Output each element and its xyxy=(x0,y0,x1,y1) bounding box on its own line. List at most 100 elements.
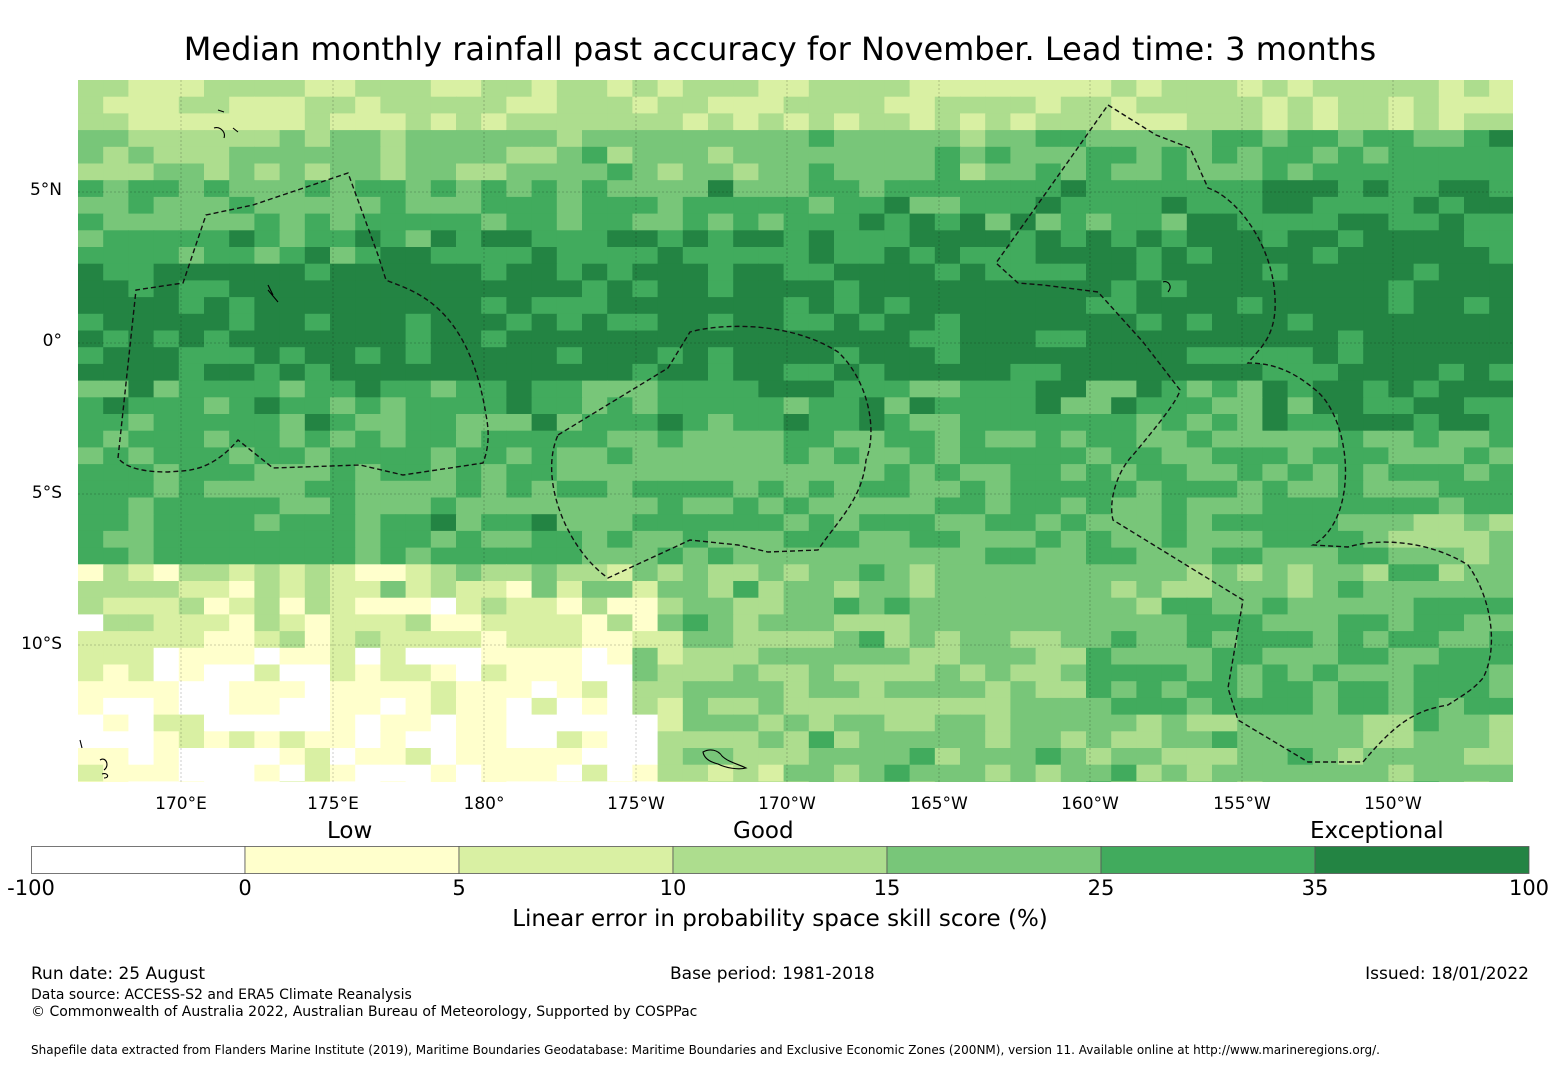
grid-cell xyxy=(1060,130,1087,148)
grid-cell xyxy=(506,614,533,632)
grid-cell xyxy=(330,714,356,732)
grid-cell xyxy=(78,430,104,448)
grid-cell xyxy=(1237,180,1263,198)
grid-cell xyxy=(405,263,432,281)
grid-cell xyxy=(78,363,104,382)
grid-cell xyxy=(481,647,507,666)
grid-cell xyxy=(934,681,961,699)
grid-cell xyxy=(1186,363,1213,382)
grid-cell xyxy=(985,196,1011,215)
grid-cell xyxy=(657,130,684,148)
grid-cell xyxy=(682,464,709,482)
grid-cell xyxy=(834,530,860,549)
grid-cell xyxy=(456,447,482,465)
grid-cell xyxy=(909,497,936,515)
grid-cell xyxy=(506,146,533,165)
grid-cell xyxy=(531,397,558,415)
grid-cell xyxy=(254,280,281,298)
grid-cell xyxy=(103,497,129,515)
grid-cell xyxy=(556,330,583,348)
grid-cell xyxy=(909,80,936,98)
grid-cell xyxy=(506,130,533,148)
grid-cell xyxy=(1186,681,1213,699)
grid-cell xyxy=(1010,480,1037,499)
grid-cell xyxy=(229,497,255,515)
grid-cell xyxy=(733,180,759,198)
grid-cell xyxy=(1388,781,1415,782)
grid-cell xyxy=(229,781,255,782)
grid-cell xyxy=(1035,230,1062,248)
grid-cell xyxy=(1086,180,1112,198)
grid-cell xyxy=(330,664,356,682)
grid-cell xyxy=(1060,180,1087,198)
grid-cell xyxy=(456,631,482,649)
grid-cell xyxy=(1111,731,1137,749)
grid-cell xyxy=(607,430,633,448)
grid-cell xyxy=(355,497,381,515)
colorbar-tick-15: 15 xyxy=(873,876,901,900)
grid-cell xyxy=(1287,347,1314,365)
grid-cell xyxy=(304,497,331,515)
grid-cell xyxy=(909,764,936,782)
grid-cell xyxy=(582,631,608,649)
grid-cell xyxy=(153,397,180,415)
grid-cell xyxy=(682,397,709,415)
grid-cell xyxy=(985,80,1011,98)
grid-cell xyxy=(380,714,407,732)
grid-cell xyxy=(909,180,936,198)
grid-cell xyxy=(103,363,129,382)
grid-cell xyxy=(330,764,356,782)
grid-cell xyxy=(1060,330,1087,348)
grid-cell xyxy=(582,647,608,666)
grid-cell xyxy=(934,781,961,782)
grid-cell xyxy=(859,430,885,448)
grid-cell xyxy=(909,397,936,415)
grid-cell xyxy=(506,697,533,716)
grid-cell xyxy=(1413,330,1440,348)
grid-cell xyxy=(506,263,533,281)
grid-cell xyxy=(456,146,482,165)
grid-cell xyxy=(607,731,633,749)
grid-cell xyxy=(1464,748,1490,766)
grid-cell xyxy=(279,163,306,181)
grid-cell xyxy=(1237,564,1263,582)
grid-cell xyxy=(859,363,885,382)
grid-cell xyxy=(582,263,608,281)
grid-cell xyxy=(153,581,180,599)
grid-cell xyxy=(834,731,860,749)
grid-cell xyxy=(985,430,1011,448)
grid-cell xyxy=(405,180,432,198)
grid-cell xyxy=(708,113,734,131)
grid-cell xyxy=(1338,697,1364,716)
grid-cell xyxy=(1060,297,1087,315)
grid-cell xyxy=(481,514,507,532)
grid-cell xyxy=(682,647,709,666)
grid-cell xyxy=(103,597,129,615)
grid-cell xyxy=(783,196,810,215)
grid-cell xyxy=(783,781,810,782)
grid-cell xyxy=(279,530,306,549)
grid-cell xyxy=(1161,581,1188,599)
grid-cell xyxy=(430,397,457,415)
grid-cell xyxy=(229,163,255,181)
grid-cell xyxy=(506,113,533,131)
grid-cell xyxy=(1086,196,1112,215)
grid-cell xyxy=(1312,697,1339,716)
grid-cell xyxy=(1438,764,1465,782)
grid-cell xyxy=(304,547,331,565)
grid-cell xyxy=(1010,180,1037,198)
grid-cell xyxy=(1287,781,1314,782)
grid-cell xyxy=(1489,363,1513,382)
grid-cell xyxy=(859,230,885,248)
grid-cell xyxy=(708,130,734,148)
grid-cell xyxy=(279,547,306,565)
grid-cell xyxy=(506,80,533,98)
grid-cell xyxy=(1338,681,1364,699)
grid-cell xyxy=(1060,530,1087,549)
grid-cell xyxy=(1186,146,1213,165)
grid-cell xyxy=(1262,263,1289,281)
grid-cell xyxy=(128,614,155,632)
grid-cell xyxy=(985,530,1011,549)
grid-cell xyxy=(733,230,759,248)
grid-cell xyxy=(682,130,709,148)
